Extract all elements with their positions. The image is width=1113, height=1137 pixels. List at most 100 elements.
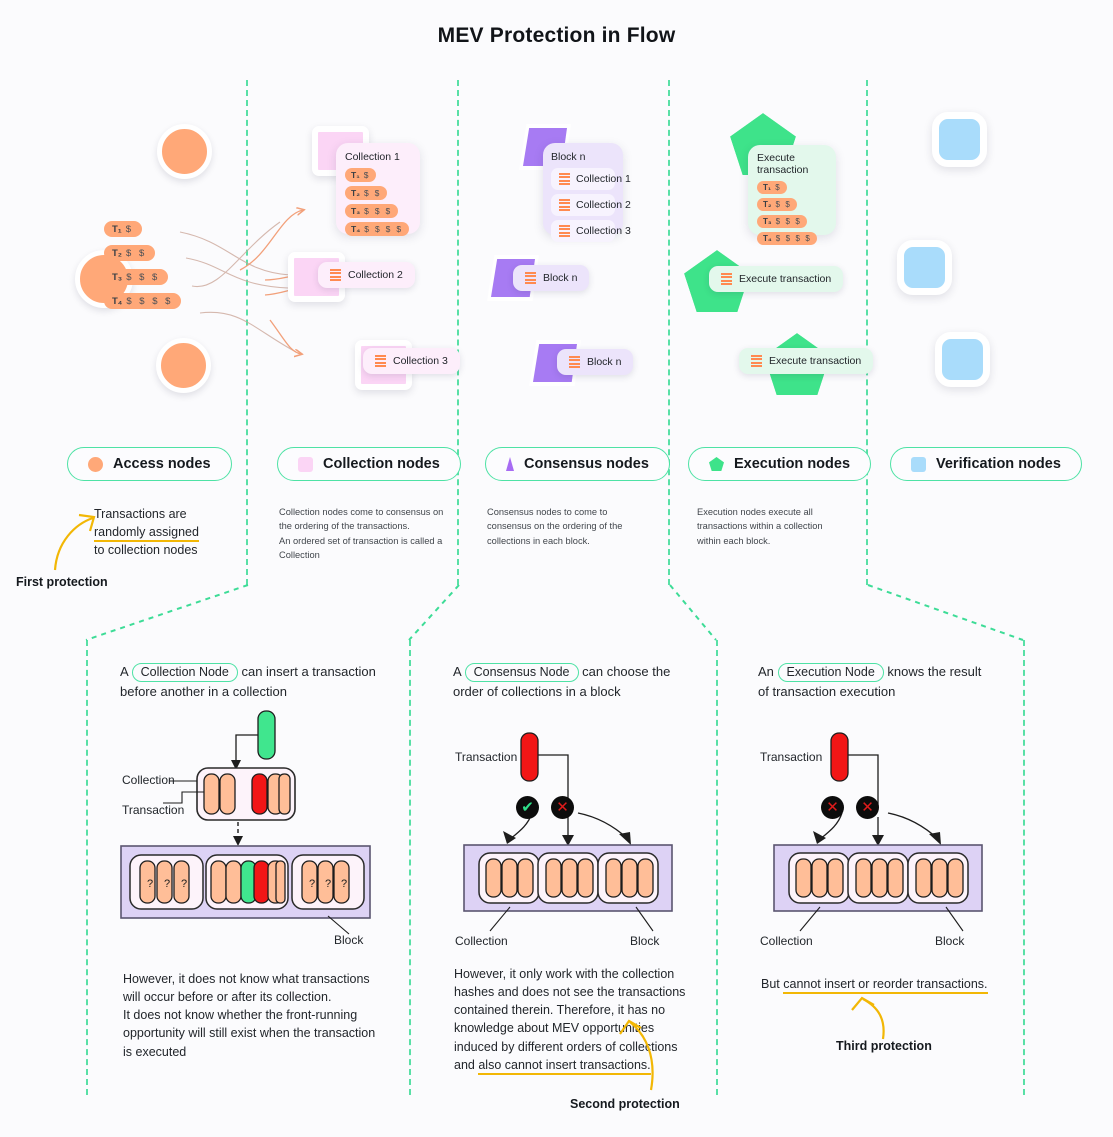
block-card-2[interactable]: Block n — [513, 265, 590, 291]
column-separator-4 — [866, 80, 868, 585]
legend-verification-nodes[interactable]: Verification nodes — [890, 447, 1082, 481]
first-protection-note: Transactions are randomly assigned to co… — [94, 505, 254, 559]
legend-label: Consensus nodes — [524, 456, 649, 472]
transaction-value: $ $ — [363, 188, 382, 198]
transaction-pill[interactable]: T₃ $ $ $ — [104, 269, 168, 285]
legend-label: Collection nodes — [323, 456, 440, 472]
heading-prefix: A — [453, 664, 461, 679]
transaction-pill[interactable]: T₁ $ — [104, 221, 142, 237]
access-node-bottom[interactable] — [156, 338, 211, 393]
blue-square-icon — [911, 456, 926, 472]
panel1-block-label: Block — [334, 933, 364, 947]
verification-node-2[interactable] — [897, 240, 952, 295]
legend-label: Access nodes — [113, 456, 211, 472]
execute-card-2[interactable]: Execute transaction — [709, 266, 844, 292]
transaction-value: $ $ $ $ — [775, 234, 812, 243]
panel-separator-2 — [409, 640, 411, 1095]
panel2-body-text: However, it only work with the collectio… — [454, 965, 689, 1075]
collection-card-3[interactable]: Collection 3 — [363, 348, 460, 374]
block-collection-row[interactable]: Collection 2 — [551, 194, 631, 216]
column-separator-1 — [246, 80, 248, 585]
block-collection-row[interactable]: Collection 3 — [551, 220, 631, 242]
legend-consensus-nodes[interactable]: Consensus nodes — [485, 447, 670, 481]
execute-transaction-pill[interactable]: T₄ $ $ $ $ — [757, 232, 818, 245]
heading-prefix: An — [758, 664, 774, 679]
verification-node-1[interactable] — [932, 112, 987, 167]
collection-card-expanded[interactable]: Collection 1 T₁ $ T₂ $ $ T₃ $ $ $ T₄ $ $… — [336, 143, 420, 236]
panel2-body-main: However, it only work with the collectio… — [454, 967, 686, 1072]
transaction-value: $ $ — [775, 200, 792, 209]
third-protection-label: Third protection — [836, 1039, 932, 1053]
transaction-value: $ $ $ $ — [126, 295, 173, 307]
execute-card-title: Execute transaction — [757, 152, 809, 176]
list-icon — [559, 173, 570, 185]
transaction-id: T₃ — [763, 217, 772, 226]
panel-separator-4 — [1023, 640, 1025, 1095]
collection-node-chip[interactable]: Collection Node — [131, 663, 238, 682]
transaction-value: $ — [125, 223, 134, 235]
execution-result-diagram — [773, 732, 983, 932]
execution-node-chip[interactable]: Execution Node — [777, 663, 884, 682]
execute-transaction-pill[interactable]: T₂ $ $ — [757, 198, 798, 211]
execution-column-description: Execution nodes execute all transactions… — [697, 507, 823, 546]
transaction-id: T₂ — [763, 200, 772, 209]
circle-icon — [88, 456, 103, 472]
blocked-badge-right: ✕ — [856, 796, 879, 819]
transaction-id: T₁ — [112, 223, 122, 235]
panel1-transaction-label: Transaction — [122, 803, 185, 817]
legend-collection-nodes[interactable]: Collection nodes — [277, 447, 461, 481]
legend-execution-nodes[interactable]: Execution nodes — [688, 447, 872, 481]
panel3-block-label: Block — [935, 934, 965, 948]
legend-access-nodes[interactable]: Access nodes — [67, 447, 232, 481]
collection-transaction-pill[interactable]: T₂ $ $ — [345, 186, 388, 200]
execute-card-label: Execute transaction — [739, 273, 832, 285]
execute-transaction-pill[interactable]: T₃ $ $ $ — [757, 215, 808, 228]
transaction-pill[interactable]: T₄ $ $ $ $ — [104, 293, 181, 309]
note-line-3: to collection nodes — [94, 543, 198, 558]
list-icon — [330, 269, 341, 281]
panel1-body-text: However, it does not know what transacti… — [123, 972, 376, 1059]
panel2-block-label: Block — [630, 934, 660, 948]
block-card-label: Block n — [543, 272, 578, 284]
transaction-id: T₄ — [763, 234, 772, 243]
third-protection-arrow — [851, 996, 885, 1040]
execute-transaction-pill[interactable]: T₁ $ — [757, 181, 788, 194]
collection-node-panel-heading: A Collection Node can insert a transacti… — [120, 662, 390, 701]
note-line-1: Transactions are — [94, 507, 187, 521]
panel1-collection-label: Collection — [122, 773, 175, 787]
collection-transaction-pill[interactable]: T₃ $ $ $ — [345, 204, 399, 218]
first-protection-label: First protection — [16, 575, 108, 589]
transaction-value: $ — [775, 183, 782, 192]
square-icon — [298, 456, 313, 472]
legend-label: Execution nodes — [734, 456, 851, 472]
transaction-id: T₁ — [763, 183, 772, 192]
transaction-id: T₂ — [351, 188, 360, 198]
heading-prefix: A — [120, 664, 128, 679]
block-card-expanded[interactable]: Block n Collection 1 Collection 2 Collec… — [543, 143, 631, 242]
blocked-badge: ✕ — [551, 796, 574, 819]
unknown-marker: ? — [325, 878, 331, 890]
collection-transaction-pill[interactable]: T₄ $ $ $ $ — [345, 222, 409, 236]
transaction-value: $ $ $ — [126, 271, 160, 283]
note-highlight: randomly assigned — [94, 525, 199, 543]
transaction-value: $ $ $ — [775, 217, 802, 226]
collection-card-2[interactable]: Collection 2 — [318, 262, 415, 288]
access-node-top[interactable] — [157, 124, 212, 179]
execute-card-expanded[interactable]: Execute transaction T₁ $ T₂ $ $ T₃ $ $ $… — [748, 145, 836, 245]
transaction-id: T₂ — [112, 247, 123, 259]
block-card-3[interactable]: Block n — [557, 349, 634, 375]
collection-transaction-pill[interactable]: T₁ $ — [345, 168, 377, 182]
verification-node-3[interactable] — [935, 332, 990, 387]
column-separator-2 — [457, 80, 459, 585]
heading-suffix: can insert a transaction before another … — [120, 664, 376, 699]
close-icon: ✕ — [556, 799, 569, 816]
transaction-id: T₃ — [112, 271, 123, 283]
transaction-pill[interactable]: T₂ $ $ — [104, 245, 155, 261]
execute-card-3[interactable]: Execute transaction — [739, 348, 874, 374]
panel3-body-main: But — [761, 977, 780, 991]
consensus-order-diagram — [463, 732, 673, 932]
block-collection-row[interactable]: Collection 1 — [551, 168, 631, 190]
collection-insert-diagram: ? ? ? ? ? ? — [120, 710, 371, 935]
unknown-marker: ? — [164, 878, 170, 890]
consensus-node-chip[interactable]: Consensus Node — [464, 663, 579, 682]
